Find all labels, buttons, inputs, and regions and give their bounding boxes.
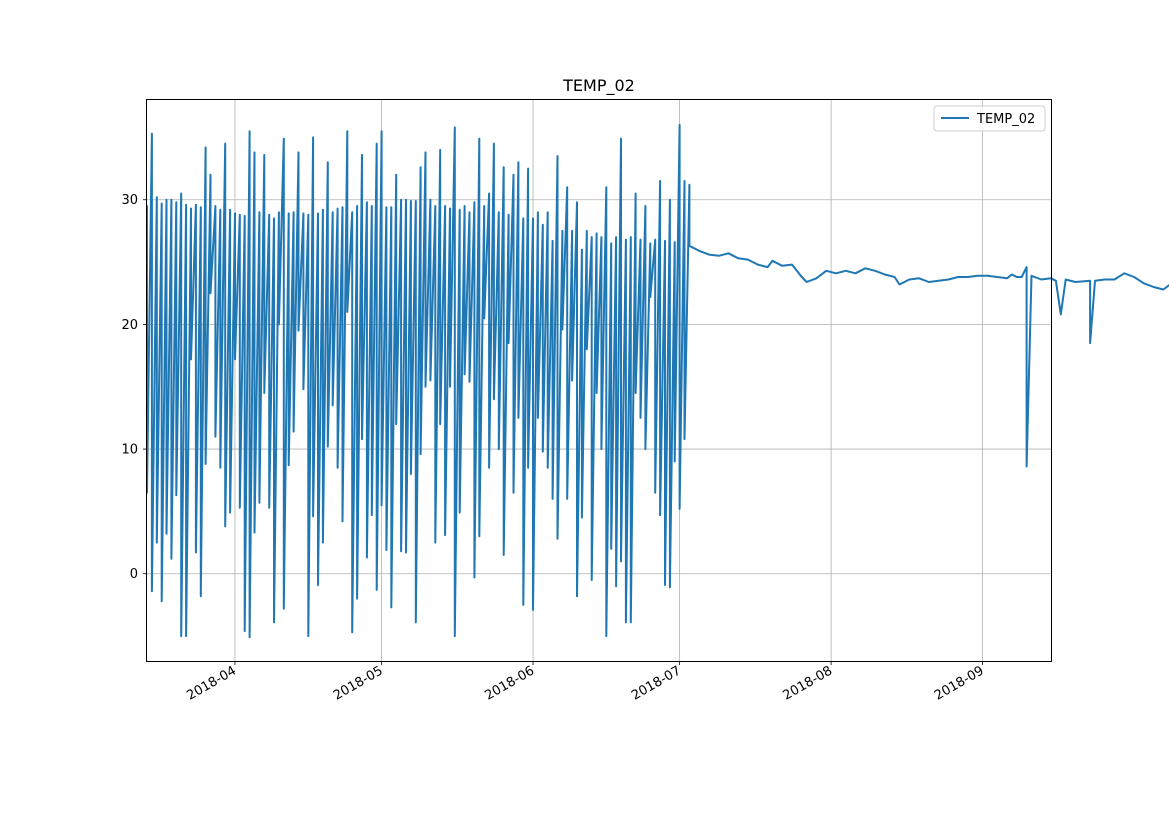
legend: TEMP_02 [933,105,1046,132]
plot-frame [146,99,1052,662]
series-layer [146,123,1169,639]
series-line-temp-02 [146,123,1169,639]
legend-label: TEMP_02 [976,112,1035,127]
y-tick-label: 20 [121,318,138,333]
y-axis: 0 10 20 30 [121,193,147,582]
y-tick-label: 30 [121,193,138,208]
chart-title: TEMP_02 [562,76,635,96]
y-tick-label: 0 [130,567,138,582]
legend-box [933,105,1046,132]
y-tick-label: 10 [121,443,138,458]
